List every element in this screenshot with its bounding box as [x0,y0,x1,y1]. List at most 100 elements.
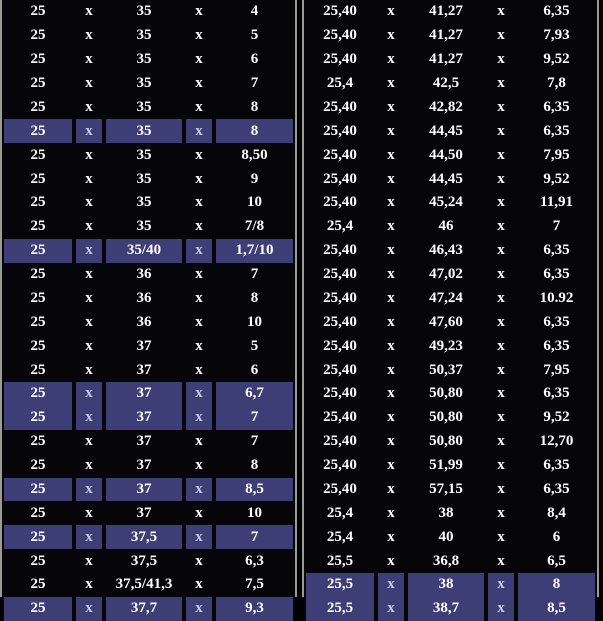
cell-multiplier-2: x [497,457,505,474]
cell-multiplier-1: x [85,433,93,450]
table-row[interactable]: 25 x 35 x 8 [2,119,295,144]
cell-multiplier-2: x [497,194,505,211]
cell-dimension-c: 8,5 [516,596,597,621]
cell-multiplier-2: x [497,122,505,139]
table-row[interactable]: 25,40 x 47,60 x 6,35 [304,310,597,334]
table-row[interactable]: 25 x 36 x 10 [2,310,295,334]
cell-dimension-a: 25,40 [323,170,357,187]
cell-multiplier-2: x [195,337,203,354]
table-row[interactable]: 25 x 37,7 x 9,3 [2,596,295,621]
table-row[interactable]: 25 x 37 x 6 [2,358,295,382]
table-row[interactable]: 25,40 x 50,37 x 7,95 [304,358,597,382]
cell-multiplier-2: x [497,433,505,450]
cell-dimension-a: 25 [30,27,46,44]
table-row[interactable]: 25 x 35 x 6 [2,48,295,72]
table-row[interactable]: 25,40 x 41,27 x 7,93 [304,24,597,48]
cell-multiplier-2: x [497,480,505,497]
table-row[interactable]: 25 x 35 x 4 [2,0,295,24]
cell-multiplier-1: x [85,146,93,163]
cell-dimension-c: 6,35 [543,385,570,402]
table-row[interactable]: 25,40 x 51,99 x 6,35 [304,454,597,478]
table-row[interactable]: 25 x 36 x 8 [2,287,295,311]
table-row[interactable]: 25 x 37 x 6,7 [2,382,295,406]
cell-multiplier-2: x [497,385,505,402]
cell-multiplier-2: x [497,146,505,163]
table-row[interactable]: 25 x 36 x 7 [2,263,295,287]
table-row[interactable]: 25,40 x 47,24 x 10.92 [304,287,597,311]
table-row[interactable]: 25 x 35/40 x 1,7/10 [2,238,295,263]
table-row[interactable]: 25,40 x 50,80 x 6,35 [304,382,597,406]
table-row[interactable]: 25 x 37,5 x 6,3 [2,549,295,573]
table-row[interactable]: 25,5 x 36,8 x 6,5 [304,549,597,573]
table-row[interactable]: 25,40 x 41,27 x 6,35 [304,0,597,24]
cell-multiplier-1: x [85,3,93,20]
cell-multiplier-1: x [85,552,93,569]
cell-dimension-c: 8 [516,573,597,597]
cell-dimension-a: 25,4 [326,528,354,545]
table-row[interactable]: 25,4 x 42,5 x 7,8 [304,72,597,96]
table-row[interactable]: 25,4 x 46 x 7 [304,215,597,239]
table-row[interactable]: 25 x 37,5 x 7 [2,525,295,550]
cell-dimension-c: 8 [250,289,259,306]
cell-multiplier-1: x [85,98,93,115]
table-row[interactable]: 25,40 x 44,45 x 6,35 [304,119,597,143]
table-row[interactable]: 25 x 37 x 5 [2,334,295,358]
table-row[interactable]: 25 x 37 x 8,5 [2,477,295,502]
table-row[interactable]: 25,40 x 47,02 x 6,35 [304,263,597,287]
cell-dimension-c: 7 [552,218,561,235]
cell-dimension-c: 7,95 [543,146,570,163]
cell-multiplier-1: x [387,98,395,115]
table-row[interactable]: 25,40 x 44,50 x 7,95 [304,143,597,167]
table-row[interactable]: 25,40 x 57,15 x 6,35 [304,478,597,502]
cell-dimension-b: 37,7 [104,596,184,621]
table-row[interactable]: 25,40 x 44,45 x 9,52 [304,167,597,191]
table-row[interactable]: 25 x 37 x 7 [2,405,295,430]
table-row[interactable]: 25 x 35 x 5 [2,24,295,48]
table-row[interactable]: 25 x 35 x 9 [2,167,295,191]
cell-dimension-a: 25 [30,433,46,450]
table-row[interactable]: 25 x 35 x 7/8 [2,215,295,239]
cell-dimension-c: 7,93 [543,27,570,44]
table-row[interactable]: 25,40 x 45,24 x 11,91 [304,191,597,215]
cell-dimension-b: 50,80 [429,409,463,426]
table-row[interactable]: 25 x 35 x 10 [2,191,295,215]
cell-multiplier-1: x [85,361,93,378]
table-row[interactable]: 25 x 35 x 7 [2,72,295,96]
cell-dimension-b: 37 [104,477,184,502]
table-row[interactable]: 25 x 37 x 8 [2,454,295,478]
cell-dimension-c: 6,35 [543,122,570,139]
table-row[interactable]: 25,40 x 41,27 x 9,52 [304,48,597,72]
cell-dimension-b: 36 [136,313,152,330]
table-row[interactable]: 25,5 x 38,7 x 8,5 [304,596,597,621]
table-row[interactable]: 25 x 35 x 8 [2,96,295,120]
table-row[interactable]: 25,40 x 50,80 x 9,52 [304,406,597,430]
cell-multiplier-1: x [74,238,104,263]
cell-dimension-b: 46 [438,218,454,235]
cell-multiplier-2: x [195,289,203,306]
cell-dimension-c: 10 [247,194,262,211]
table-row[interactable]: 25 x 35 x 8,50 [2,143,295,167]
cell-dimension-c: 7,95 [543,361,570,378]
cell-dimension-a: 25 [30,146,46,163]
cell-multiplier-1: x [85,457,93,474]
table-row[interactable]: 25,40 x 49,23 x 6,35 [304,334,597,358]
table-row[interactable]: 25,4 x 38 x 8,4 [304,501,597,525]
table-row[interactable]: 25 x 37 x 10 [2,501,295,525]
table-row[interactable]: 25,40 x 42,82 x 6,35 [304,96,597,120]
table-row[interactable]: 25,5 x 38 x 8 [304,573,597,597]
cell-dimension-b: 37 [104,382,184,406]
cell-multiplier-1: x [85,27,93,44]
table-row[interactable]: 25,40 x 50,80 x 12,70 [304,430,597,454]
table-row[interactable]: 25,40 x 46,43 x 6,35 [304,239,597,263]
cell-dimension-a: 25 [30,457,46,474]
table-row[interactable]: 25 x 37 x 7 [2,430,295,454]
cell-dimension-c: 9,52 [543,51,570,68]
cell-multiplier-1: x [387,242,395,259]
table-row[interactable]: 25,4 x 40 x 6 [304,525,597,549]
cell-dimension-a: 25 [30,218,46,235]
table-row[interactable]: 25 x 37,5/41,3 x 7,5 [2,573,295,597]
cell-multiplier-1: x [85,337,93,354]
cell-dimension-a: 25,5 [326,552,354,569]
cell-dimension-a: 25,40 [323,361,357,378]
